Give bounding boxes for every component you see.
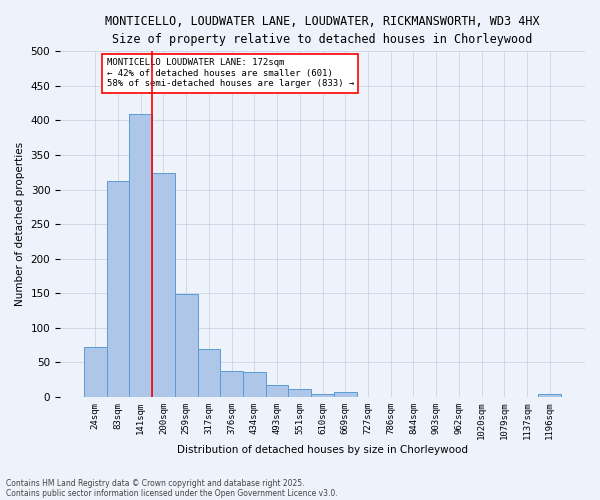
Text: Contains HM Land Registry data © Crown copyright and database right 2025.: Contains HM Land Registry data © Crown c…	[6, 478, 305, 488]
Y-axis label: Number of detached properties: Number of detached properties	[15, 142, 25, 306]
Bar	[175, 294, 197, 397]
Bar	[130, 114, 152, 397]
X-axis label: Distribution of detached houses by size in Chorleywood: Distribution of detached houses by size …	[177, 445, 468, 455]
Bar	[311, 394, 334, 397]
Bar	[334, 392, 356, 397]
Text: Contains public sector information licensed under the Open Government Licence v3: Contains public sector information licen…	[6, 488, 338, 498]
Bar	[197, 348, 220, 397]
Bar	[107, 182, 130, 397]
Bar	[84, 347, 107, 397]
Text: MONTICELLO LOUDWATER LANE: 172sqm
← 42% of detached houses are smaller (601)
58%: MONTICELLO LOUDWATER LANE: 172sqm ← 42% …	[107, 58, 354, 88]
Bar	[220, 370, 243, 397]
Bar	[243, 372, 266, 397]
Bar	[538, 394, 561, 397]
Bar	[266, 384, 289, 397]
Title: MONTICELLO, LOUDWATER LANE, LOUDWATER, RICKMANSWORTH, WD3 4HX
Size of property r: MONTICELLO, LOUDWATER LANE, LOUDWATER, R…	[105, 15, 540, 46]
Bar	[289, 390, 311, 397]
Bar	[152, 173, 175, 397]
